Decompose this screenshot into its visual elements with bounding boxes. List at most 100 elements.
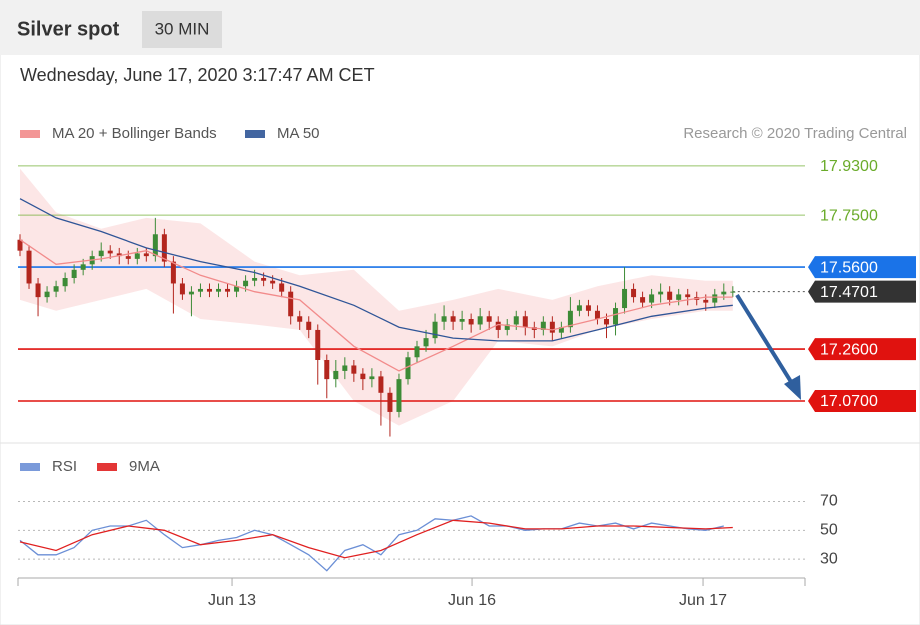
legend-swatch: [245, 130, 265, 138]
candle-body: [495, 321, 501, 330]
level-box: [808, 256, 916, 279]
candle-body: [441, 316, 447, 322]
level-box: [808, 280, 916, 303]
level-label: 17.0700: [820, 393, 878, 410]
candle-body: [315, 329, 321, 360]
candle-body: [297, 316, 303, 322]
series-line: [19, 198, 733, 342]
candle-body: [225, 288, 231, 292]
candle-body: [387, 392, 393, 412]
candle-body: [333, 370, 339, 380]
candle-body: [450, 316, 456, 322]
candle-body: [631, 288, 637, 298]
candle-body: [676, 294, 682, 300]
candle-body: [504, 324, 510, 330]
candle-body: [640, 297, 646, 303]
candle-body: [26, 250, 32, 284]
series-line: [19, 515, 724, 572]
candle-body: [477, 316, 483, 325]
candle-body: [261, 278, 267, 281]
candle-body: [279, 283, 285, 292]
legend-swatch: [20, 130, 40, 138]
interval: 30 MIN: [155, 19, 210, 38]
bollinger-band: [20, 168, 733, 426]
level-label: 17.4701: [820, 284, 878, 301]
candle-body: [170, 261, 176, 284]
candle-body: [414, 346, 420, 358]
level-box: [808, 338, 916, 361]
candle-body: [522, 316, 528, 328]
x-tick-label: Jun 13: [208, 592, 256, 609]
candle-body: [576, 305, 582, 311]
x-tick-label: Jun 16: [448, 592, 496, 609]
candle-body: [396, 379, 402, 412]
y-tick-label: 50: [820, 522, 838, 539]
candle-body: [585, 305, 591, 311]
candle-body: [540, 321, 546, 330]
candle-body: [252, 278, 258, 281]
candle-body: [567, 310, 573, 328]
candle-body: [197, 288, 203, 292]
series-line: [19, 239, 733, 372]
candle-body: [703, 299, 709, 303]
level-label: 17.2600: [820, 341, 878, 358]
header-band: [0, 0, 920, 55]
credit: Research © 2020 Trading Central: [683, 125, 907, 142]
candle-body: [234, 286, 240, 292]
y-tick-label: 30: [820, 550, 838, 567]
arrow-shaft: [735, 293, 795, 387]
candle-body: [432, 321, 438, 339]
level-label: 17.5600: [820, 259, 878, 276]
legend-label: RSI: [52, 458, 77, 475]
title: Silver spot: [17, 18, 120, 40]
candle-body: [712, 294, 718, 303]
level-label: 17.9300: [820, 158, 878, 175]
legend-label: MA 50: [277, 125, 320, 142]
candle-body: [152, 234, 158, 257]
plot: 17.9300 17.7500 17.5600 17.4701 17.2600 17.07…: [17, 125, 916, 609]
candle-body: [603, 319, 609, 325]
candle-body: [459, 319, 465, 322]
candle-body: [179, 283, 185, 295]
candle-body: [378, 376, 384, 393]
candle-body: [658, 291, 664, 295]
y-tick-label: 70: [820, 493, 838, 510]
candle-body: [468, 319, 474, 325]
level-box: [808, 390, 916, 412]
candle-body: [342, 365, 348, 371]
candle-body: [143, 253, 149, 257]
candle-body: [62, 278, 68, 287]
series-line: [19, 519, 733, 559]
candle-body: [243, 280, 249, 287]
candle-body: [53, 286, 59, 292]
candle-body: [306, 321, 312, 330]
candle-body: [360, 373, 366, 380]
candle-body: [369, 376, 375, 380]
candle-body: [107, 250, 113, 254]
candle-body: [17, 239, 23, 251]
candle-body: [405, 357, 411, 380]
candle-body: [594, 310, 600, 319]
candle-body: [622, 288, 628, 309]
interval-badge: [142, 11, 222, 48]
candle-body: [423, 338, 429, 347]
candle-body: [649, 294, 655, 303]
candle-body: [35, 283, 41, 298]
candle-body: [125, 256, 131, 259]
candle-body: [134, 253, 140, 259]
arrow-head: [784, 375, 801, 400]
candle-body: [558, 327, 564, 333]
candle-body: [324, 360, 330, 380]
candle-body: [486, 316, 492, 322]
candle-body: [44, 291, 50, 298]
forecast-arrow: [735, 293, 801, 400]
candle-body: [288, 291, 294, 317]
candle-body: [116, 253, 122, 257]
timestamp: Wednesday, June 17, 2020 3:17:47 AM CET: [20, 65, 375, 85]
candle-body: [667, 291, 673, 300]
candle-body: [721, 291, 727, 295]
candle-body: [161, 234, 167, 262]
candle-body: [351, 365, 357, 374]
candle-body: [270, 280, 276, 284]
